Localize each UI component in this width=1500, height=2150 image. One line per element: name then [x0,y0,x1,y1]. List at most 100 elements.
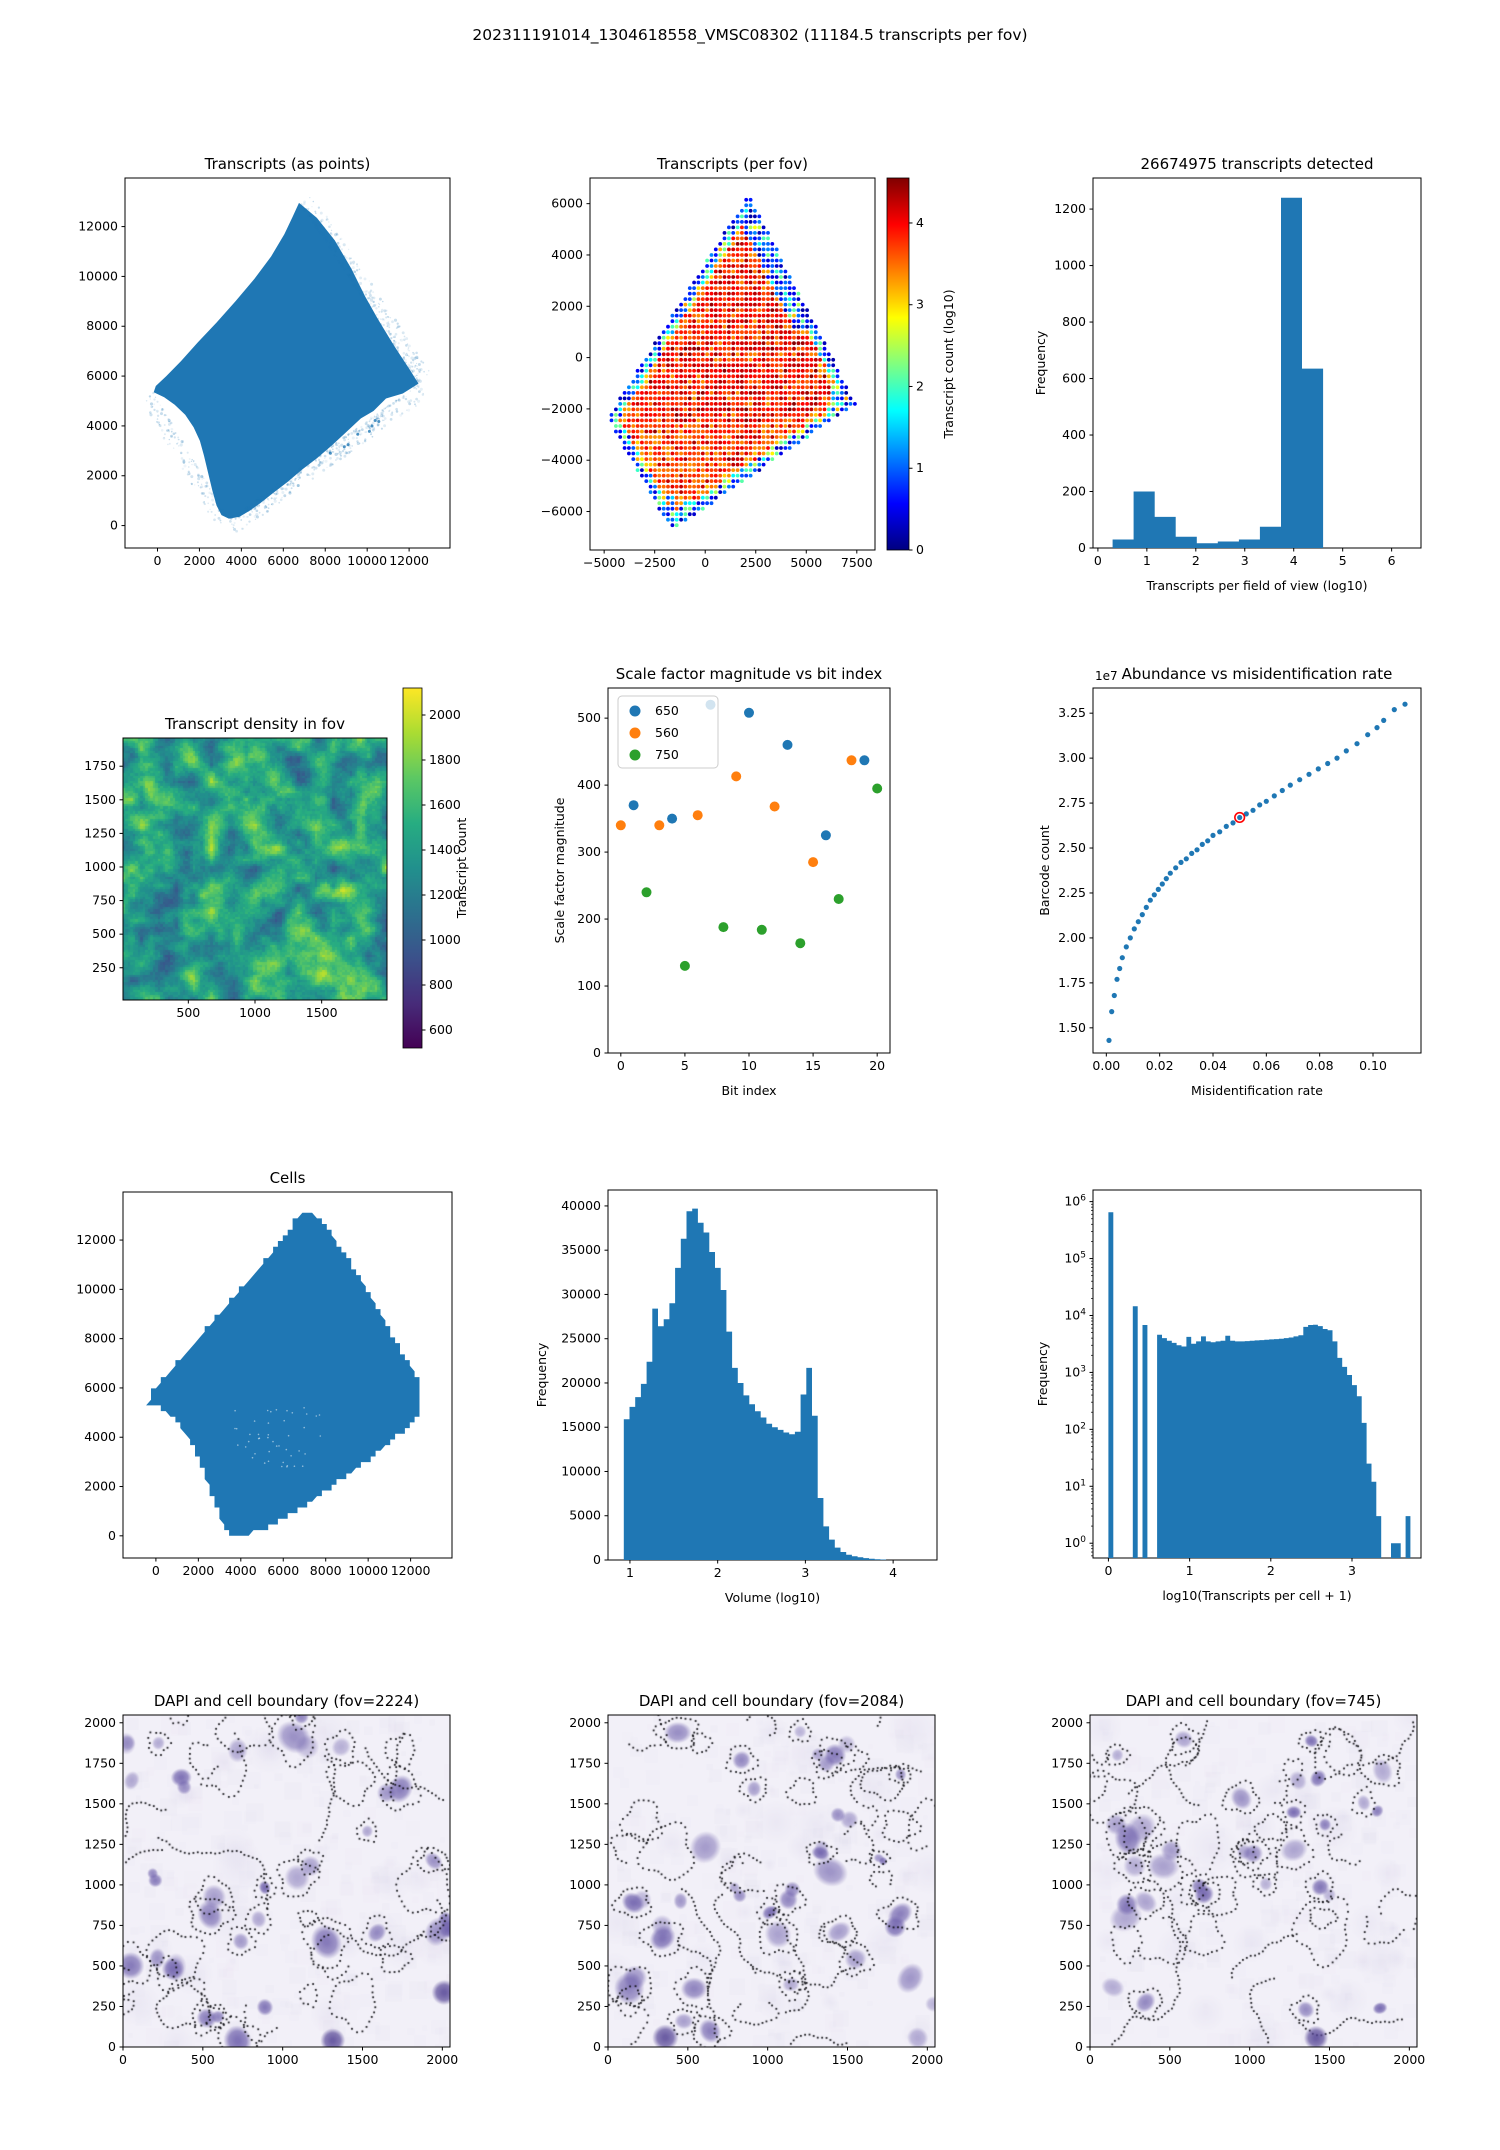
svg-text:6000: 6000 [551,196,583,211]
subplot-scale-factor-vs-bit-index: 0 5 10 15 20 0 100 200 300 400 500 Scale factor mag… [500,630,960,1110]
subplot-transcript-density: 500 1000 1500 250 500 750 1000 1250 1500 1750 Tran… [0,630,500,1110]
transcripts-points-plot: 0 2000 4000 6000 8000 10000 120000200040006000… [78,155,451,568]
svg-text:30000: 30000 [561,1286,601,1301]
svg-text:1600: 1600 [429,797,461,812]
svg-text:−2500: −2500 [634,555,676,570]
svg-text:5000: 5000 [790,555,822,570]
svg-text:750: 750 [577,1917,601,1932]
svg-text:200: 200 [577,911,601,926]
svg-text:3.25: 3.25 [1058,705,1086,720]
svg-text:0: 0 [1104,1563,1112,1578]
svg-text:6000: 6000 [84,1380,116,1395]
svg-text:1250: 1250 [1051,1836,1083,1851]
svg-text:10: 10 [741,1058,757,1073]
dapi-fov-2224-plot: 0 500 1000 1500 2000 0 250 500 750 1000 1250 1500 17… [84,1692,458,2067]
svg-text:0: 0 [593,2039,601,2054]
svg-text:0: 0 [593,1552,601,1567]
svg-text:40000: 40000 [561,1198,601,1213]
svg-text:1800: 1800 [429,752,461,767]
svg-text:0: 0 [1094,553,1102,568]
svg-text:3: 3 [1348,1563,1356,1578]
svg-text:1500: 1500 [569,1796,601,1811]
subplot-transcripts-per-fov: −5000 −2500 0 2500 5000 7500 −6000 −4000 −2000 0 2… [500,95,960,595]
svg-text:0: 0 [108,2039,116,2054]
svg-text:Scale factor magnitude vs bit: Scale factor magnitude vs bit index [616,665,883,683]
svg-text:Frequency: Frequency [1033,330,1048,395]
svg-text:5000: 5000 [569,1508,601,1523]
figure-title: 202311191014_1304618558_VMSC08302 (11184… [472,26,1028,44]
transcripts-per-fov-plot: −5000 −2500 0 2500 5000 7500 −6000 −4000 −2000 0 2… [541,155,956,570]
svg-text:500: 500 [176,1005,200,1020]
svg-text:8000: 8000 [86,318,118,333]
svg-text:4: 4 [889,1565,897,1580]
svg-text:12000: 12000 [391,1563,431,1578]
svg-text:2.25: 2.25 [1058,885,1086,900]
dapi-fov-2084-plot: 0 500 1000 1500 2000 0 250 500 750 1000 1250 1500 17… [569,1692,943,2067]
svg-text:12000: 12000 [76,1232,116,1247]
svg-text:0: 0 [1086,2052,1094,2067]
svg-text:Frequency: Frequency [534,1342,549,1407]
svg-text:DAPI and cell boundary (fov=20: DAPI and cell boundary (fov=2084) [639,1692,904,1710]
svg-text:1000: 1000 [239,1005,271,1020]
svg-text:6000: 6000 [267,1563,299,1578]
svg-text:1.50: 1.50 [1058,1020,1086,1035]
svg-text:2000: 2000 [182,1563,214,1578]
svg-text:0: 0 [604,2052,612,2067]
svg-text:500: 500 [92,926,116,941]
svg-text:4: 4 [916,215,924,230]
svg-text:Transcript density in fov: Transcript density in fov [164,715,345,733]
svg-text:1250: 1250 [569,1836,601,1851]
subplot-dapi-fov-745: 0 500 1000 1500 2000 0 250 500 750 1000 1250 1500 17… [960,1690,1500,2150]
svg-text:1000: 1000 [267,2052,299,2067]
svg-text:4000: 4000 [225,1563,257,1578]
svg-text:DAPI and cell boundary (fov=74: DAPI and cell boundary (fov=745) [1126,1692,1382,1710]
svg-text:250: 250 [92,1998,116,2013]
svg-text:1e7: 1e7 [1095,669,1118,683]
svg-text:250: 250 [92,960,116,975]
svg-text:2000: 2000 [551,298,583,313]
svg-text:6: 6 [1388,553,1396,568]
transcript-density-plot: 500 1000 1500 250 500 750 1000 1250 1500 1750 Tran… [84,687,469,1049]
svg-text:8000: 8000 [84,1331,116,1346]
svg-text:8000: 8000 [310,1563,342,1578]
svg-text:2: 2 [1192,553,1200,568]
svg-text:25000: 25000 [561,1331,601,1346]
dapi-fov-745-image [1090,1715,1417,2047]
svg-text:8000: 8000 [309,553,341,568]
svg-text:Scale factor magnitude: Scale factor magnitude [552,797,567,943]
svg-text:100: 100 [1064,1535,1086,1550]
svg-text:500: 500 [676,2052,700,2067]
svg-text:500: 500 [191,2052,215,2067]
svg-text:2000: 2000 [84,1479,116,1494]
svg-text:101: 101 [1064,1478,1086,1493]
svg-text:35000: 35000 [561,1242,601,1257]
svg-text:1000: 1000 [429,932,461,947]
svg-text:560: 560 [655,725,679,740]
svg-text:0: 0 [108,1528,116,1543]
abundance-plot: 0.00 0.02 0.04 0.06 0.08 0.10 1.50 1.75 2.00 2.25… [1037,665,1422,1098]
svg-text:104: 104 [1064,1307,1086,1322]
svg-text:Frequency: Frequency [1035,1341,1050,1406]
svg-text:4: 4 [1290,553,1298,568]
svg-text:10000: 10000 [78,268,118,283]
svg-text:400: 400 [577,777,601,792]
svg-text:2000: 2000 [184,553,216,568]
svg-text:2000: 2000 [569,1715,601,1730]
svg-text:1000: 1000 [84,1877,116,1892]
svg-text:20: 20 [869,1058,885,1073]
svg-text:12000: 12000 [389,553,429,568]
svg-text:Misidentification rate: Misidentification rate [1191,1083,1323,1098]
svg-text:2: 2 [714,1565,722,1580]
svg-text:26674975 transcripts detected: 26674975 transcripts detected [1141,155,1374,173]
subplot-cells: 0 2000 4000 6000 8000 10000 12000 0 2000 4000 6000… [0,1165,500,1645]
cells-plot: 0 2000 4000 6000 8000 10000 120000200040006000… [76,1169,453,1578]
svg-text:0.04: 0.04 [1199,1058,1227,1073]
svg-text:1500: 1500 [347,2052,379,2067]
svg-text:Barcode count: Barcode count [1037,825,1052,916]
svg-text:3.00: 3.00 [1058,750,1086,765]
subplot-abundance-vs-misidentification: 0.00 0.02 0.04 0.06 0.08 0.10 1.50 1.75 2.00 2.25… [960,630,1500,1110]
svg-text:10000: 10000 [561,1463,601,1478]
svg-text:Transcripts (as points): Transcripts (as points) [204,155,371,173]
svg-text:600: 600 [429,1022,453,1037]
